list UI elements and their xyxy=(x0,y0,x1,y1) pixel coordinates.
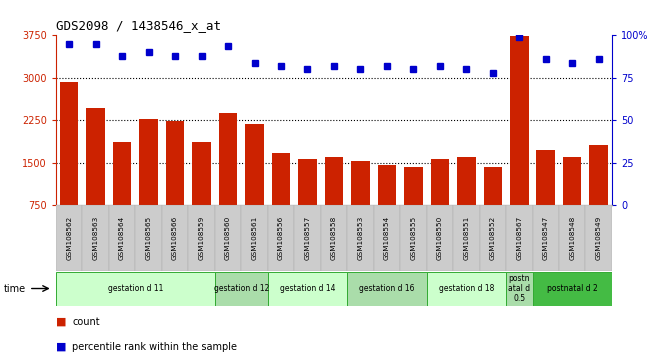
Bar xyxy=(245,124,264,248)
Bar xyxy=(457,157,476,248)
Text: GSM108556: GSM108556 xyxy=(278,216,284,260)
Bar xyxy=(162,205,188,271)
Text: gestation d 16: gestation d 16 xyxy=(359,284,415,293)
Bar xyxy=(532,205,559,271)
Text: time: time xyxy=(3,284,26,293)
Bar xyxy=(139,119,158,248)
Bar xyxy=(192,142,211,248)
Text: GSM108562: GSM108562 xyxy=(66,216,72,260)
Text: GSM108547: GSM108547 xyxy=(543,216,549,260)
Bar xyxy=(82,205,109,271)
Text: GSM108564: GSM108564 xyxy=(119,216,125,260)
Bar xyxy=(56,272,215,306)
Text: GSM108558: GSM108558 xyxy=(331,216,337,260)
Text: GSM108567: GSM108567 xyxy=(517,216,522,260)
Bar xyxy=(506,272,532,306)
Text: GSM108552: GSM108552 xyxy=(490,216,495,260)
Bar xyxy=(506,205,532,271)
Bar xyxy=(136,205,162,271)
Bar xyxy=(86,108,105,248)
Bar xyxy=(404,167,422,248)
Bar xyxy=(426,205,453,271)
Text: GSM108563: GSM108563 xyxy=(93,216,99,260)
Text: gestation d 12: gestation d 12 xyxy=(214,284,269,293)
Text: GDS2098 / 1438546_x_at: GDS2098 / 1438546_x_at xyxy=(56,19,221,33)
Text: GSM108555: GSM108555 xyxy=(411,216,417,260)
Text: gestation d 14: gestation d 14 xyxy=(280,284,335,293)
Bar xyxy=(268,272,347,306)
Bar xyxy=(215,272,268,306)
Bar xyxy=(532,272,612,306)
Bar xyxy=(320,205,347,271)
Bar xyxy=(484,167,502,248)
Text: GSM108550: GSM108550 xyxy=(437,216,443,260)
Text: ■: ■ xyxy=(56,317,66,327)
Text: GSM108559: GSM108559 xyxy=(199,216,205,260)
Bar xyxy=(241,205,268,271)
Bar xyxy=(374,205,400,271)
Bar xyxy=(430,159,449,248)
Bar xyxy=(400,205,426,271)
Bar xyxy=(113,142,132,248)
Text: GSM108548: GSM108548 xyxy=(569,216,575,260)
Bar xyxy=(510,36,528,248)
Bar xyxy=(294,205,320,271)
Bar xyxy=(268,205,294,271)
Text: GSM108560: GSM108560 xyxy=(225,216,231,260)
Text: gestation d 18: gestation d 18 xyxy=(439,284,494,293)
Text: GSM108561: GSM108561 xyxy=(251,216,257,260)
Text: GSM108549: GSM108549 xyxy=(595,216,601,260)
Bar xyxy=(559,205,586,271)
Text: postnatal d 2: postnatal d 2 xyxy=(547,284,597,293)
Bar xyxy=(272,153,290,248)
Text: GSM108566: GSM108566 xyxy=(172,216,178,260)
Bar xyxy=(347,205,374,271)
Bar xyxy=(347,272,426,306)
Bar xyxy=(453,205,480,271)
Text: percentile rank within the sample: percentile rank within the sample xyxy=(72,342,238,352)
Bar xyxy=(215,205,241,271)
Bar xyxy=(586,205,612,271)
Text: gestation d 11: gestation d 11 xyxy=(108,284,163,293)
Text: count: count xyxy=(72,317,100,327)
Bar xyxy=(56,205,82,271)
Bar xyxy=(351,161,370,248)
Text: GSM108551: GSM108551 xyxy=(463,216,469,260)
Text: ■: ■ xyxy=(56,342,66,352)
Bar xyxy=(590,145,608,248)
Bar xyxy=(324,157,343,248)
Bar xyxy=(298,159,316,248)
Text: GSM108557: GSM108557 xyxy=(305,216,311,260)
Bar xyxy=(536,150,555,248)
Text: GSM108565: GSM108565 xyxy=(145,216,151,260)
Bar xyxy=(378,165,396,248)
Bar xyxy=(480,205,506,271)
Bar xyxy=(166,121,184,248)
Bar xyxy=(426,272,506,306)
Text: GSM108554: GSM108554 xyxy=(384,216,390,260)
Bar xyxy=(109,205,136,271)
Text: postn
atal d
0.5: postn atal d 0.5 xyxy=(508,274,530,303)
Text: GSM108553: GSM108553 xyxy=(357,216,363,260)
Bar xyxy=(563,157,582,248)
Bar xyxy=(60,82,78,248)
Bar xyxy=(218,113,238,248)
Bar xyxy=(188,205,215,271)
